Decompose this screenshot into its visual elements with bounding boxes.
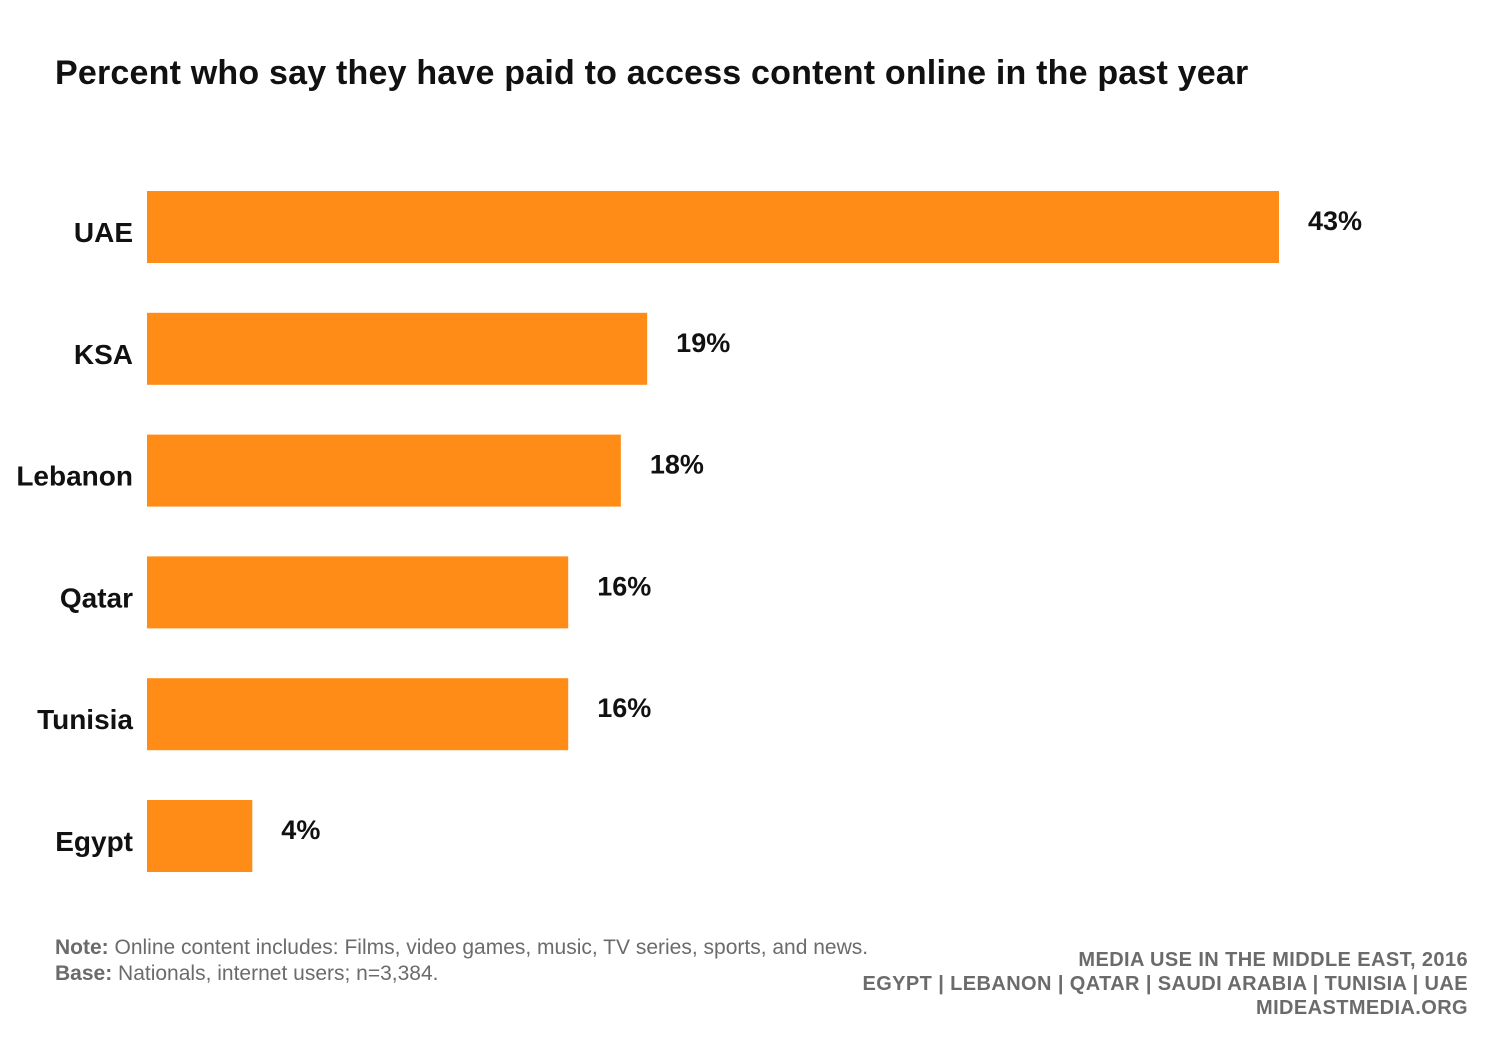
base-label: Base:	[55, 962, 113, 985]
chart-title: Percent who say they have paid to access…	[55, 54, 1249, 92]
value-label-qatar: 16%	[597, 571, 651, 601]
source-line-3: MIDEASTMEDIA.ORG	[1256, 997, 1468, 1019]
category-label-lebanon: Lebanon	[16, 461, 133, 492]
source-line-1: MEDIA USE IN THE MIDDLE EAST, 2016	[1078, 949, 1468, 971]
category-label-qatar: Qatar	[60, 582, 133, 613]
note-label: Note:	[55, 936, 109, 959]
value-label-uae: 43%	[1308, 206, 1362, 236]
base-text: Nationals, internet users; n=3,384.	[112, 962, 439, 985]
category-label-ksa: KSA	[74, 339, 133, 370]
source-credit: MEDIA USE IN THE MIDDLE EAST, 2016 EGYPT…	[862, 948, 1468, 1020]
bar-lebanon	[147, 434, 621, 507]
value-label-ksa: 19%	[676, 328, 730, 358]
category-label-tunisia: Tunisia	[37, 704, 133, 735]
value-label-egypt: 4%	[281, 815, 320, 845]
bar-chart: UAE 43% KSA 19% Lebanon 18% Qatar 16% Tunisia 16%…	[16, 191, 1362, 872]
bar-uae	[147, 191, 1279, 263]
note-text: Online content includes: Films, video ga…	[108, 936, 869, 959]
bar-qatar	[147, 556, 569, 629]
value-label-tunisia: 16%	[597, 693, 651, 723]
bar-egypt	[147, 800, 253, 872]
category-label-egypt: Egypt	[55, 826, 133, 857]
value-label-lebanon: 18%	[650, 450, 704, 480]
category-label-uae: UAE	[74, 217, 133, 248]
bar-ksa	[147, 312, 648, 385]
bar-tunisia	[147, 678, 569, 751]
chart-note: Note: Online content includes: Films, vi…	[55, 935, 868, 987]
source-line-2: EGYPT | LEBANON | QATAR | SAUDI ARABIA |…	[862, 973, 1468, 995]
